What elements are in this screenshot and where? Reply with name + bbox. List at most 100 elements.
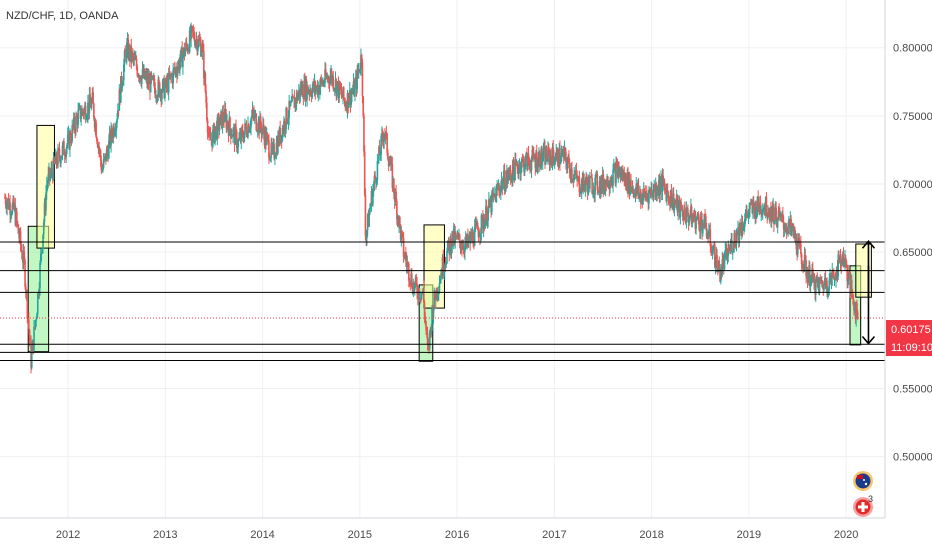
candle-body — [105, 148, 108, 162]
candle-body — [188, 30, 191, 53]
candle-body — [351, 91, 354, 93]
candle-body — [597, 189, 599, 192]
chf-flag-icon[interactable] — [853, 497, 873, 517]
candle-body — [80, 116, 82, 120]
x-tick-label: 2015 — [348, 529, 372, 541]
candle-body — [812, 268, 814, 279]
candle-body — [476, 222, 479, 230]
candle-body — [323, 83, 326, 85]
candle-body — [339, 81, 341, 90]
candle-body — [150, 73, 153, 79]
candle-body — [39, 253, 42, 263]
candle-body — [851, 291, 854, 296]
candle-body — [681, 209, 683, 211]
candle-body — [124, 51, 127, 52]
time-axis[interactable]: 2012 2013 2014 2015 2016 2017 2018 2019 2020 — [56, 529, 859, 541]
candle-body — [531, 149, 534, 161]
candle-body — [184, 50, 186, 57]
candle-body — [28, 329, 31, 340]
candle-body — [176, 67, 179, 76]
candle-body — [604, 180, 607, 192]
candle-body — [844, 257, 847, 262]
x-tick-label: 2016 — [445, 529, 469, 541]
price-axis[interactable]: 0.80000 0.75000 0.70000 0.65000 0.55000 0.500… — [893, 43, 932, 464]
candle-body — [816, 278, 819, 283]
candle-body — [140, 75, 143, 84]
candle-body — [630, 180, 632, 189]
candle-body — [81, 109, 83, 117]
candle-body — [580, 191, 582, 193]
candle-body — [532, 152, 535, 159]
candle-body — [566, 162, 569, 169]
candle-body — [333, 88, 336, 90]
candle-body — [714, 244, 716, 268]
candle-body — [509, 168, 511, 173]
candle-body — [785, 227, 788, 232]
candle-body — [240, 128, 243, 142]
candle-body — [473, 227, 476, 246]
candle-body — [40, 252, 43, 254]
candle-body — [115, 122, 118, 131]
candle-body — [477, 229, 480, 238]
candle-body — [69, 133, 72, 141]
candle-body — [158, 82, 161, 97]
candle-body — [472, 232, 474, 245]
candle-body — [670, 190, 673, 207]
countdown-badge-bg — [886, 338, 932, 356]
candle-body — [60, 155, 63, 159]
candle-body — [843, 263, 846, 266]
candle-body — [307, 85, 309, 93]
candle-body — [48, 167, 51, 179]
x-tick-label: 2018 — [639, 529, 663, 541]
candle-body — [689, 216, 691, 219]
candle-body — [348, 102, 350, 108]
candle-body — [216, 117, 219, 140]
candle-body — [791, 226, 793, 230]
candle-body — [550, 154, 552, 159]
candle-body — [564, 147, 566, 153]
candle-body — [729, 244, 732, 252]
candle-body — [71, 125, 73, 142]
candle-body — [203, 50, 205, 79]
candle-body — [79, 105, 82, 120]
candle-body — [198, 39, 201, 41]
candle-body — [491, 192, 493, 213]
candle-body — [338, 81, 341, 98]
candle-body — [402, 233, 404, 239]
candle-body — [311, 88, 314, 97]
candle-body — [524, 156, 527, 167]
candle-body — [376, 161, 379, 181]
candle-body — [21, 250, 23, 259]
candle-body — [182, 55, 184, 68]
candle-body — [241, 130, 244, 138]
candle-body — [222, 112, 225, 120]
candle-body — [837, 254, 840, 277]
candle-body — [642, 197, 644, 205]
candle-body — [773, 206, 775, 225]
candle-body — [92, 92, 94, 104]
candle-body — [93, 103, 95, 119]
candle-body — [259, 116, 262, 128]
candle-body — [324, 69, 327, 78]
candle-body — [839, 256, 842, 263]
candle-body — [555, 152, 558, 161]
candle-body — [535, 152, 538, 170]
candle-body — [549, 154, 552, 164]
nzd-flag-icon[interactable] — [853, 471, 873, 491]
candle-body — [687, 208, 689, 217]
candle-body — [805, 259, 807, 276]
candle-body — [156, 96, 159, 100]
candle-body — [114, 131, 116, 135]
candle-body — [204, 73, 207, 92]
candle-body — [722, 259, 724, 261]
candle-body — [196, 39, 198, 52]
candle-body — [615, 163, 617, 184]
candle-body — [439, 280, 442, 284]
candle-body — [153, 79, 156, 89]
candle-body — [197, 46, 199, 52]
candle-body — [560, 153, 563, 162]
candle-body — [116, 118, 118, 123]
candle-body — [724, 249, 727, 255]
candle-body — [721, 259, 724, 275]
